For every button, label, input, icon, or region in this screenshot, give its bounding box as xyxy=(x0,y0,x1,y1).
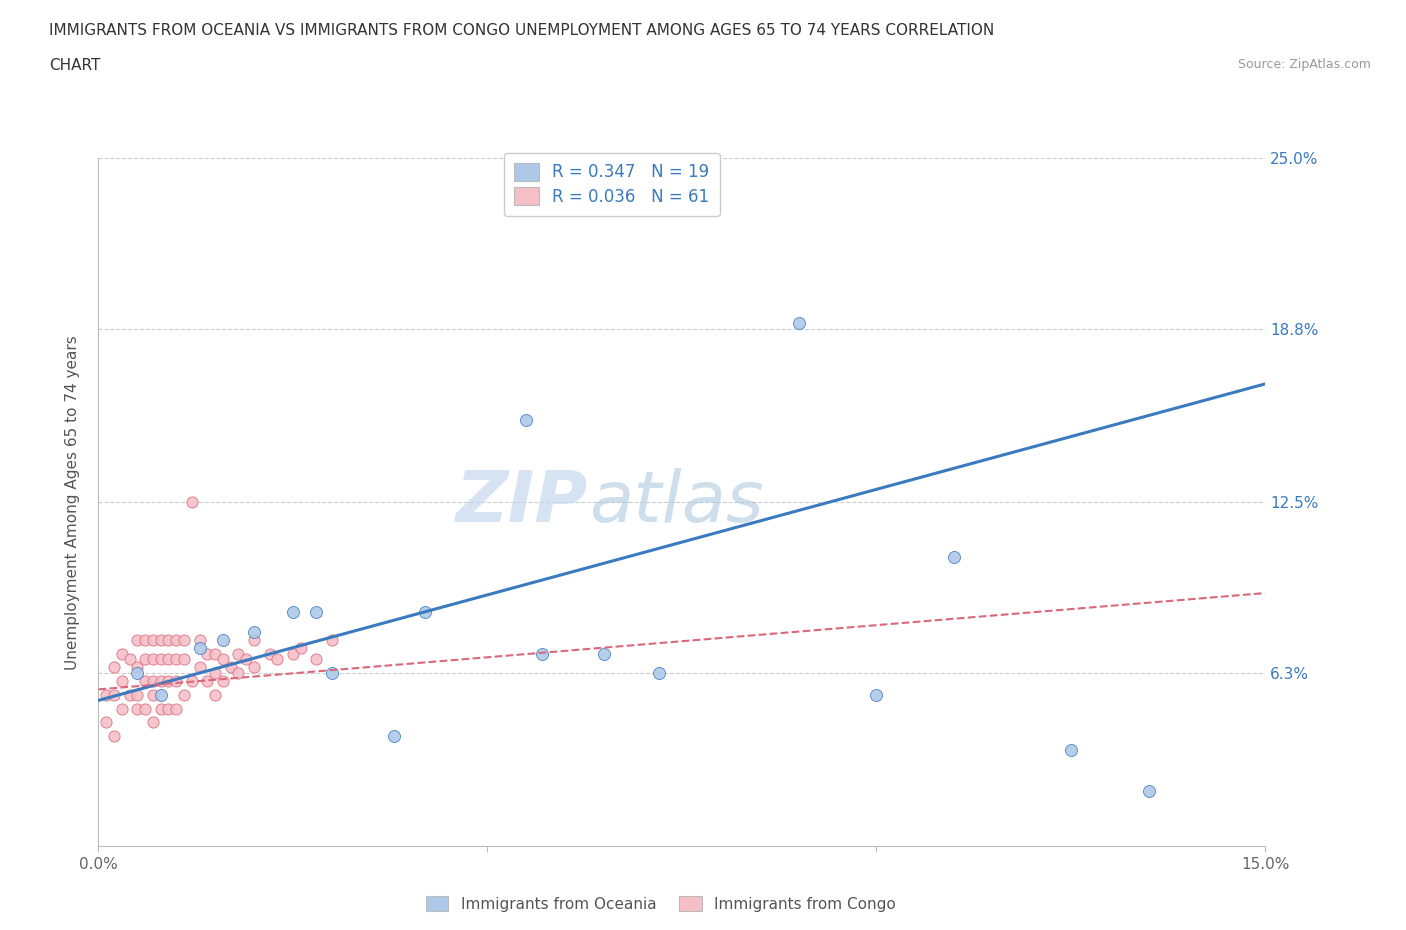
Point xyxy=(157,673,180,688)
Point xyxy=(111,646,134,661)
Point xyxy=(173,687,195,702)
Point xyxy=(321,632,343,647)
Point xyxy=(157,632,180,647)
Point xyxy=(382,729,405,744)
Point xyxy=(865,687,887,702)
Point xyxy=(118,652,141,667)
Point xyxy=(212,632,235,647)
Point xyxy=(1137,784,1160,799)
Point xyxy=(149,632,172,647)
Point xyxy=(180,673,202,688)
Point xyxy=(165,632,187,647)
Point xyxy=(204,666,226,681)
Text: CHART: CHART xyxy=(49,58,101,73)
Point xyxy=(103,660,125,675)
Point xyxy=(127,660,149,675)
Point xyxy=(134,673,156,688)
Point xyxy=(305,604,328,619)
Point xyxy=(243,624,266,639)
Point xyxy=(165,652,187,667)
Point xyxy=(142,673,165,688)
Point xyxy=(188,641,211,656)
Y-axis label: Unemployment Among Ages 65 to 74 years: Unemployment Among Ages 65 to 74 years xyxy=(65,335,80,670)
Point xyxy=(165,701,187,716)
Point xyxy=(173,632,195,647)
Text: atlas: atlas xyxy=(589,468,763,537)
Point xyxy=(195,673,218,688)
Point xyxy=(219,660,242,675)
Point xyxy=(530,646,553,661)
Point xyxy=(1060,742,1083,757)
Point xyxy=(188,632,211,647)
Point xyxy=(259,646,281,661)
Point xyxy=(204,687,226,702)
Point xyxy=(243,632,266,647)
Point xyxy=(281,604,304,619)
Point xyxy=(165,673,187,688)
Text: ZIP: ZIP xyxy=(457,468,589,537)
Point xyxy=(127,687,149,702)
Point xyxy=(180,495,202,510)
Point xyxy=(593,646,616,661)
Point xyxy=(413,604,436,619)
Point xyxy=(142,715,165,730)
Point xyxy=(228,666,250,681)
Point xyxy=(134,632,156,647)
Point xyxy=(235,652,257,667)
Point xyxy=(96,715,118,730)
Point xyxy=(212,652,235,667)
Point xyxy=(103,687,125,702)
Point xyxy=(290,641,312,656)
Point xyxy=(787,316,810,331)
Point xyxy=(149,701,172,716)
Point xyxy=(127,666,149,681)
Point xyxy=(149,687,172,702)
Legend: Immigrants from Oceania, Immigrants from Congo: Immigrants from Oceania, Immigrants from… xyxy=(419,889,903,918)
Point xyxy=(173,652,195,667)
Point xyxy=(943,550,966,565)
Point xyxy=(266,652,288,667)
Point xyxy=(195,646,218,661)
Text: Source: ZipAtlas.com: Source: ZipAtlas.com xyxy=(1237,58,1371,71)
Point xyxy=(111,701,134,716)
Point xyxy=(127,632,149,647)
Point xyxy=(157,652,180,667)
Text: IMMIGRANTS FROM OCEANIA VS IMMIGRANTS FROM CONGO UNEMPLOYMENT AMONG AGES 65 TO 7: IMMIGRANTS FROM OCEANIA VS IMMIGRANTS FR… xyxy=(49,23,994,38)
Point xyxy=(118,687,141,702)
Point xyxy=(142,687,165,702)
Point xyxy=(243,660,266,675)
Point xyxy=(305,652,328,667)
Point xyxy=(96,687,118,702)
Legend: R = 0.347   N = 19, R = 0.036   N = 61: R = 0.347 N = 19, R = 0.036 N = 61 xyxy=(505,153,720,216)
Point xyxy=(204,646,226,661)
Point xyxy=(134,652,156,667)
Point xyxy=(281,646,304,661)
Point xyxy=(321,666,343,681)
Point xyxy=(157,701,180,716)
Point xyxy=(142,652,165,667)
Point xyxy=(111,673,134,688)
Point xyxy=(212,673,235,688)
Point xyxy=(127,701,149,716)
Point xyxy=(515,412,537,427)
Point xyxy=(142,632,165,647)
Point xyxy=(103,729,125,744)
Point xyxy=(647,666,669,681)
Point xyxy=(188,660,211,675)
Point xyxy=(228,646,250,661)
Point xyxy=(134,701,156,716)
Point xyxy=(149,673,172,688)
Point xyxy=(149,652,172,667)
